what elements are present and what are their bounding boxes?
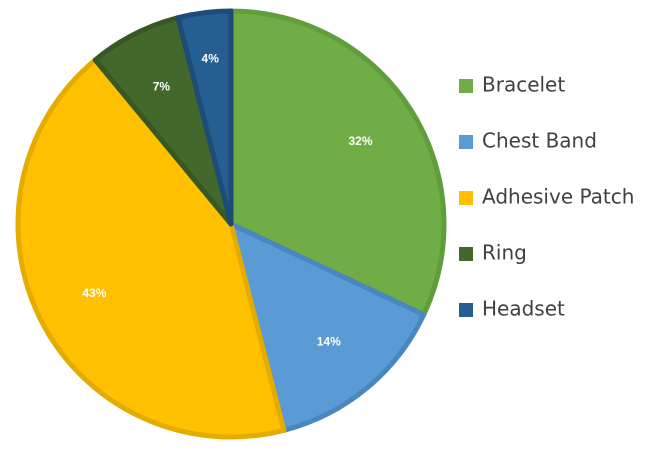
legend: Bracelet Chest Band Adhesive Patch Ring Head… [459,73,634,321]
data-label-chest-band: 14% [317,334,341,348]
legend-label-headset: Headset [482,297,565,321]
pie-slice-headset [175,8,234,227]
data-label-headset: 4% [202,51,220,65]
legend-swatch-headset [459,303,473,317]
pie-data-labels: 32% 14% 43% 7% 4% [82,51,372,348]
pie-slices [15,8,447,440]
pie-slice-adhesive-patch [15,57,287,440]
legend-swatch-bracelet [459,79,473,93]
pie-slice-bracelet [228,8,447,318]
data-label-adhesive-patch: 43% [82,286,106,300]
data-label-ring: 7% [153,80,171,94]
legend-label-adhesive-patch: Adhesive Patch [482,185,634,209]
legend-swatch-ring [459,247,473,261]
pie-slice-chest-band [228,221,427,433]
legend-label-bracelet: Bracelet [482,73,565,97]
legend-swatch-adhesive-patch [459,191,473,205]
legend-swatch-chest-band [459,135,473,149]
legend-label-chest-band: Chest Band [482,129,597,153]
legend-label-ring: Ring [482,241,527,265]
data-label-bracelet: 32% [348,134,372,148]
